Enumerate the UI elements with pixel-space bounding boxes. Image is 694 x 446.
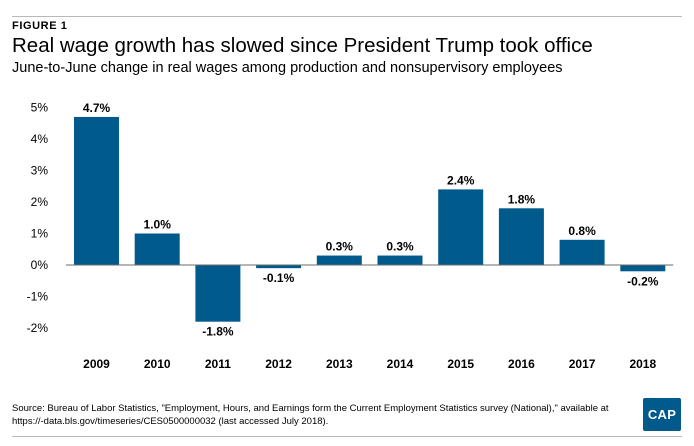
x-category-label: 2017 <box>569 357 596 371</box>
y-tick-label: 3% <box>31 164 49 178</box>
y-tick-label: 2% <box>31 195 49 209</box>
bar-chart: 5% 4% 3% 2% 1% 0% -1% -2% 4.7% 2009 1.0% 2010 -1.8% 2… <box>27 101 674 371</box>
x-category-label: 2012 <box>265 357 292 371</box>
data-label: -0.1% <box>263 271 295 285</box>
bar <box>559 239 605 265</box>
bottom-rule <box>12 436 682 437</box>
bar <box>256 265 302 269</box>
y-tick-label: -2% <box>27 321 49 335</box>
bar <box>134 233 180 265</box>
data-label: 0.3% <box>326 240 354 254</box>
bar <box>438 189 484 265</box>
data-label: 0.3% <box>386 240 414 254</box>
data-label: 1.0% <box>144 218 172 232</box>
data-label: 1.8% <box>508 192 536 206</box>
y-tick-label: 5% <box>31 101 49 115</box>
bar <box>195 265 241 322</box>
data-label: -0.2% <box>627 274 659 288</box>
source-note: Source: Bureau of Labor Statistics, "Emp… <box>12 403 609 427</box>
y-tick-label: 1% <box>31 227 49 241</box>
bar <box>620 265 666 272</box>
data-label: 0.8% <box>568 224 596 238</box>
x-category-label: 2018 <box>629 357 656 371</box>
x-category-label: 2014 <box>387 357 414 371</box>
bar <box>377 255 423 265</box>
x-category-label: 2015 <box>447 357 474 371</box>
chart-title: Real wage growth has slowed since Presid… <box>12 34 593 57</box>
x-category-label: 2009 <box>83 357 110 371</box>
x-category-label: 2013 <box>326 357 353 371</box>
data-label: 2.4% <box>447 173 475 187</box>
data-label: 4.7% <box>83 101 111 115</box>
x-category-label: 2010 <box>144 357 171 371</box>
y-tick-label: 4% <box>31 132 49 146</box>
data-label: -1.8% <box>202 325 234 339</box>
bar <box>74 116 119 265</box>
cap-logo: CAP <box>643 398 681 431</box>
top-rule <box>12 16 682 17</box>
cap-logo-text: CAP <box>647 407 677 422</box>
figure-label: FIGURE 1 <box>12 20 68 32</box>
chart-subtitle: June-to-June change in real wages among … <box>12 60 563 76</box>
x-category-label: 2011 <box>205 357 231 371</box>
bar <box>316 255 362 265</box>
y-tick-label: 0% <box>31 258 49 272</box>
y-tick-label: -1% <box>27 290 49 304</box>
bar <box>498 208 544 265</box>
x-category-label: 2016 <box>508 357 535 371</box>
